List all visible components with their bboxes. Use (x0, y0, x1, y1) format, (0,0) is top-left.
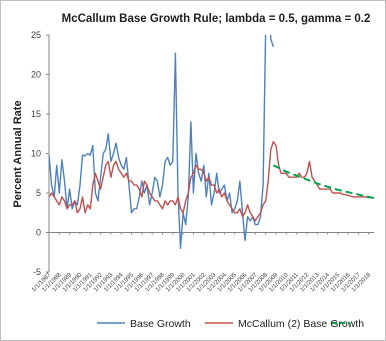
y-tick-label: -5 (33, 267, 41, 277)
legend: Base Growth McCallum (2) Base Growth (97, 318, 364, 330)
y-tick-label: 10 (31, 149, 41, 159)
y-tick-label: 0 (36, 228, 41, 238)
series-line-1 (49, 140, 374, 222)
x-ticks: 1/1/19871/1/19881/1/19891/1/19901/1/1991… (30, 232, 374, 293)
legend-label-0: Base Growth (130, 318, 191, 330)
y-tick-label: 25 (31, 30, 41, 40)
series-line-2 (272, 164, 374, 200)
y-tick-label: 15 (31, 109, 41, 119)
y-axis-label: Percent Annual Rate (12, 100, 24, 207)
chart-title: McCallum Base Growth Rule; lambda = 0.5,… (62, 13, 371, 25)
legend-label-1: McCallum (2) Base Growth (238, 318, 364, 330)
y-ticks: -5 0 5 10 15 20 25 (31, 30, 49, 277)
y-tick-label: 5 (36, 188, 41, 198)
series-layer (49, 35, 374, 249)
series-line-0 (49, 35, 275, 249)
y-tick-label: 20 (31, 70, 41, 80)
